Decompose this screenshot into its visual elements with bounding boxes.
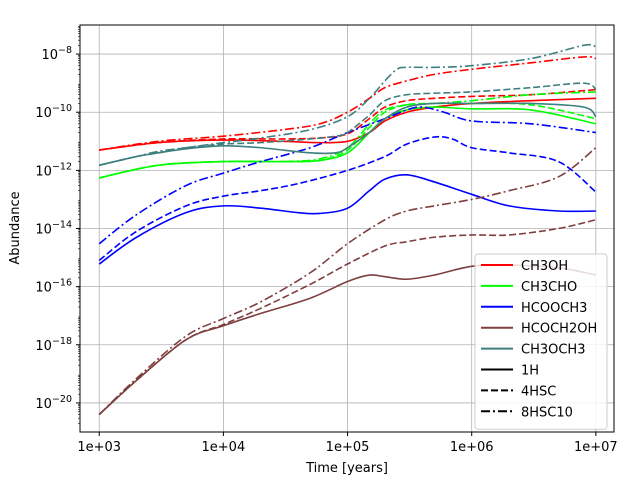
y-tick-exponent: −16 [52, 278, 72, 289]
x-tick-label: 1e+05 [326, 440, 370, 455]
y-tick-exponent: −8 [58, 45, 72, 56]
y-tick-base: 10 [35, 397, 52, 412]
legend-label: CH3OCH3 [521, 343, 585, 358]
y-tick-label: 10−8 [41, 45, 72, 63]
legend-label: 1H [521, 364, 539, 379]
x-tick-label: 1e+07 [574, 440, 618, 455]
y-tick-label: 10−10 [35, 103, 72, 121]
y-tick-base: 10 [35, 164, 52, 179]
legend-label: HCOOCH3 [521, 301, 587, 316]
y-tick-exponent: −10 [52, 103, 72, 114]
series-line-ch3och3-8hsc10 [99, 43, 597, 167]
y-tick-label: 10−12 [35, 161, 72, 179]
series-line-hcooch3-8hsc10 [98, 106, 596, 245]
y-axis-label: Abundance [8, 191, 23, 264]
y-tick-label: 10−14 [35, 220, 72, 238]
y-tick-base: 10 [35, 281, 52, 296]
legend-label: CH3OH [521, 259, 568, 274]
series-line-ch3och3-4hsc [99, 82, 597, 167]
legend-label: CH3CHO [521, 280, 577, 295]
axis-ticks: 1e+03 1e+04 1e+05 1e+06 1e+0710−2010−1810−16… [35, 26, 618, 455]
series-line-hcoch2oh-8hsc10 [98, 147, 597, 416]
legend: CH3OH CH3CHO HCOOCH3 HCOCH2OH CH3OCH3 1H 4HSC 8… [474, 253, 608, 430]
y-tick-label: 10−18 [35, 336, 72, 354]
series-line-hcooch3-4hsc [98, 135, 597, 262]
x-tick-label: 1e+03 [77, 440, 121, 455]
series-line-ch3oh-8hsc10 [99, 55, 597, 151]
series-line-hcoch2oh-4hsc [98, 218, 597, 416]
y-tick-exponent: −18 [52, 336, 72, 347]
series-line-ch3och3-1h [99, 102, 597, 167]
y-tick-label: 10−20 [35, 394, 72, 412]
x-axis-label: Time [years] [305, 461, 388, 476]
y-tick-exponent: −14 [52, 220, 72, 231]
y-tick-exponent: −20 [52, 394, 72, 405]
y-tick-label: 10−16 [35, 278, 72, 296]
series-line-ch3oh-4hsc [99, 88, 596, 151]
x-tick-label: 1e+06 [450, 440, 494, 455]
y-tick-base: 10 [35, 339, 52, 354]
y-tick-base: 10 [41, 48, 58, 63]
x-tick-label: 1e+04 [202, 440, 246, 455]
series-line-ch3cho-8hsc10 [99, 91, 596, 179]
legend-label: HCOCH2OH [521, 322, 597, 337]
legend-label: 4HSC [521, 384, 556, 399]
y-tick-exponent: −12 [52, 161, 72, 172]
y-tick-base: 10 [35, 223, 52, 238]
series-line-hcooch3-1h [98, 173, 596, 265]
legend-label: 8HSC10 [521, 405, 573, 420]
y-tick-base: 10 [35, 106, 52, 121]
legend-box [474, 253, 608, 430]
